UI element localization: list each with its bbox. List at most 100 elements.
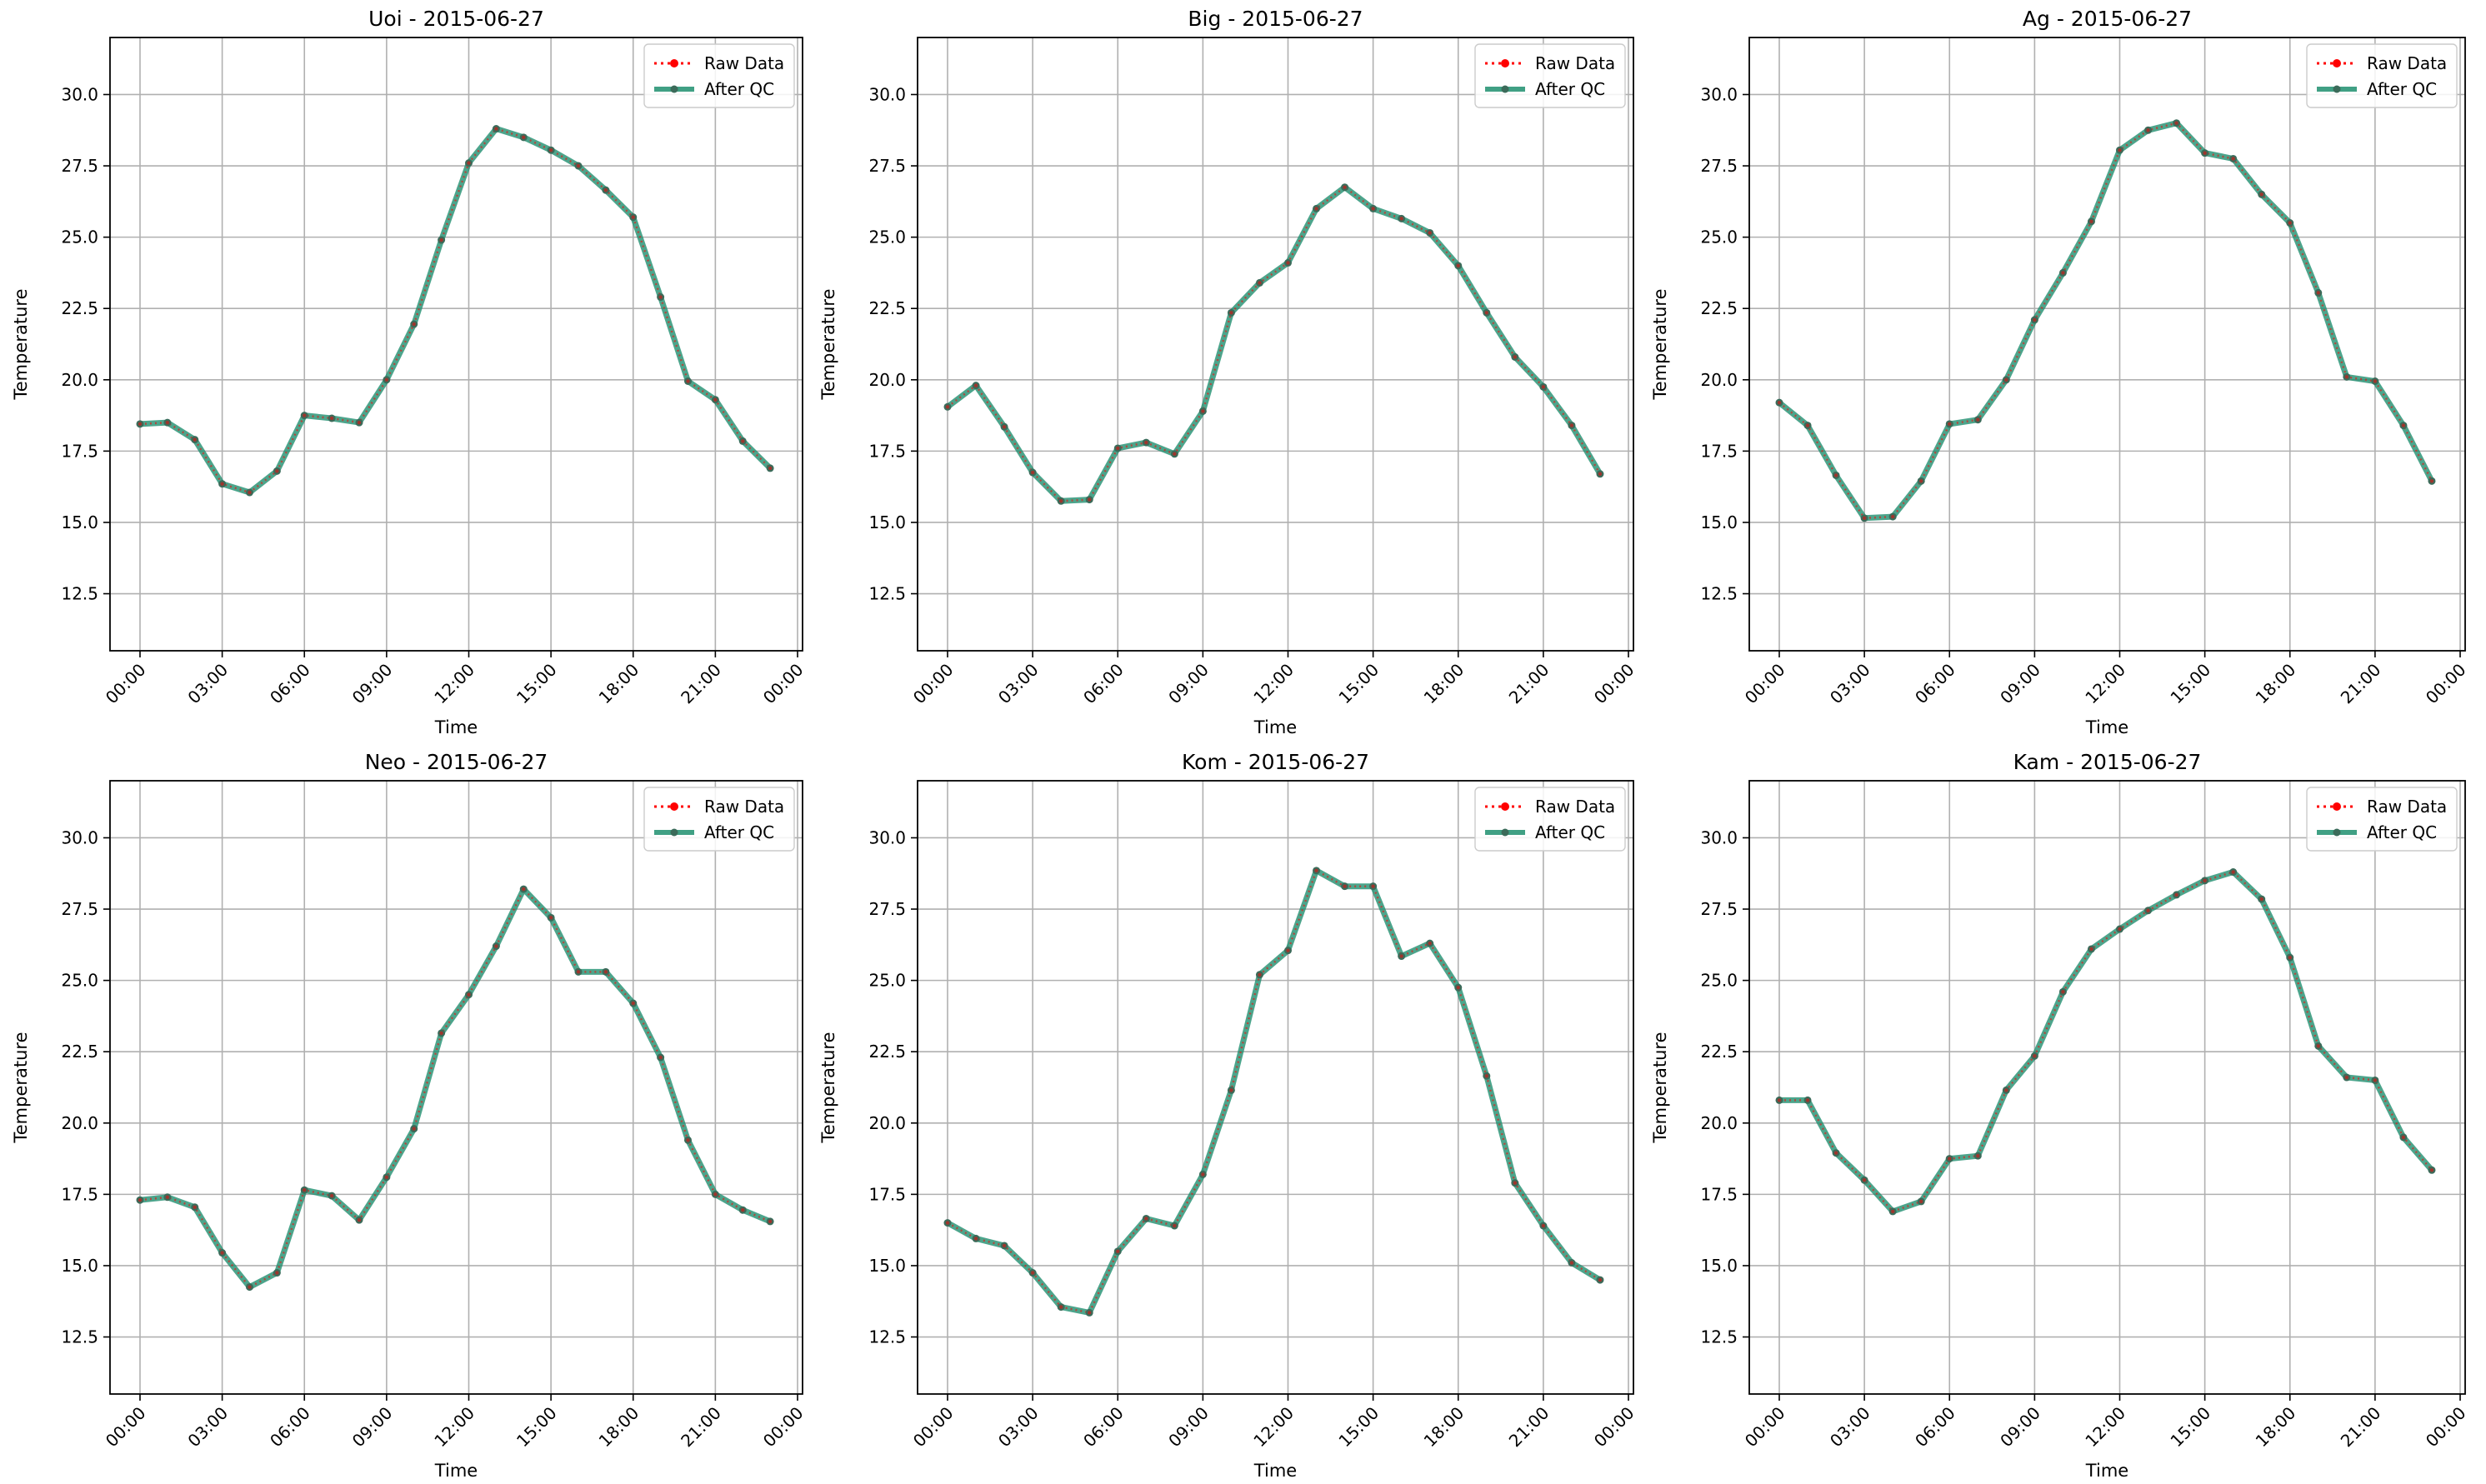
x-tick-label: 18:00 — [595, 1403, 643, 1452]
x-tick-label: 00:00 — [909, 1403, 958, 1452]
x-tick-label: 09:00 — [1996, 660, 2044, 708]
raw-data-point — [2316, 291, 2320, 295]
raw-data-point — [1399, 217, 1403, 221]
subplot-title: Big - 2015-06-27 — [1188, 7, 1363, 31]
raw-data-point — [1919, 479, 1923, 483]
x-tick-label: 00:00 — [1590, 1403, 1638, 1452]
legend-raw-label: Raw Data — [2367, 53, 2447, 73]
raw-data-point — [631, 215, 635, 219]
raw-data-point — [1541, 385, 1546, 389]
plot-frame — [1748, 37, 2466, 652]
raw-data-point — [2344, 375, 2349, 379]
x-tick-label: 00:00 — [1590, 660, 1638, 708]
series-line-after-qc — [1779, 869, 2434, 1215]
y-tick-label: 25.0 — [61, 227, 98, 247]
raw-data-point — [1805, 423, 1810, 427]
x-tick-label: 03:00 — [183, 1403, 232, 1452]
raw-data-point — [2373, 379, 2378, 383]
legend-raw-marker — [670, 59, 678, 67]
raw-data-point — [713, 397, 718, 402]
y-tick-label: 20.0 — [61, 1113, 98, 1133]
subplot-3: 12.5 15.0 17.5 20.0 22.5 25.0 27.5 30.0 00:00 03:… — [1650, 7, 2470, 737]
raw-data-point — [412, 322, 416, 327]
raw-data-point — [1371, 207, 1375, 211]
x-tick-label: 03:00 — [1826, 1403, 1874, 1452]
series-line-raw-data — [139, 127, 771, 494]
raw-data-point — [193, 1205, 197, 1209]
legend-raw-label: Raw Data — [1535, 797, 1615, 817]
legend-qc-label: After QC — [1535, 79, 1605, 99]
legend-raw-marker — [670, 802, 678, 811]
raw-data-point — [1484, 311, 1488, 315]
x-axis-label: Time — [434, 717, 478, 737]
x-tick-label: 09:00 — [1164, 1403, 1213, 1452]
x-tick-label: 15:00 — [2166, 660, 2214, 708]
raw-data-point — [2344, 1075, 2349, 1080]
raw-data-point — [193, 437, 197, 442]
raw-data-point — [1833, 473, 1838, 477]
raw-data-point — [1314, 868, 1318, 873]
y-tick-label: 27.5 — [61, 899, 98, 919]
y-tick-label: 30.0 — [1700, 827, 1738, 847]
raw-data-point — [1513, 355, 1518, 359]
raw-data-point — [2033, 1054, 2037, 1058]
raw-data-point — [1598, 472, 1603, 476]
x-tick-label: 15:00 — [1334, 660, 1383, 708]
series-line-after-qc — [945, 184, 1603, 504]
x-tick-label: 21:00 — [1505, 660, 1553, 708]
x-tick-label: 12:00 — [430, 1403, 478, 1452]
raw-data-point — [576, 970, 581, 974]
x-tick-label: 15:00 — [513, 1403, 561, 1452]
y-tick-label: 15.0 — [61, 1256, 98, 1276]
raw-data-point — [1116, 446, 1120, 451]
x-tick-label: 21:00 — [677, 1403, 725, 1452]
raw-data-point — [1030, 470, 1035, 475]
plot-area — [1749, 37, 2465, 651]
raw-data-point — [768, 1219, 773, 1224]
raw-data-point — [945, 1221, 950, 1225]
raw-data-point — [2061, 990, 2065, 994]
y-tick-label: 15.0 — [868, 1256, 906, 1276]
raw-data-point — [439, 1031, 443, 1036]
raw-data-point — [1002, 425, 1007, 429]
raw-data-point — [2089, 947, 2093, 952]
legend-raw-label: Raw Data — [2367, 797, 2447, 817]
y-tick-label: 30.0 — [868, 84, 906, 104]
y-tick-label: 17.5 — [868, 441, 906, 461]
raw-data-point — [2231, 157, 2235, 161]
raw-data-point — [631, 1001, 635, 1006]
x-tick-label: 00:00 — [1741, 1403, 1789, 1452]
raw-data-point — [1229, 1088, 1233, 1092]
y-tick-label: 12.5 — [61, 1327, 98, 1347]
y-axis-label: Temperature — [11, 288, 31, 400]
raw-data-point — [1343, 185, 1347, 189]
x-tick-label: 00:00 — [102, 1403, 150, 1452]
raw-data-point — [1371, 884, 1375, 888]
y-tick-label: 17.5 — [61, 1184, 98, 1204]
raw-data-point — [412, 1127, 416, 1131]
legend: Raw Data After QC — [643, 787, 795, 852]
x-tick-label: 06:00 — [1079, 1403, 1128, 1452]
raw-data-point — [303, 1188, 307, 1192]
raw-data-point — [275, 1271, 279, 1275]
x-tick-label: 12:00 — [1249, 660, 1298, 708]
x-tick-label: 15:00 — [1334, 1403, 1383, 1452]
raw-data-point — [1116, 1249, 1120, 1254]
y-axis-label: Temperature — [1650, 288, 1670, 400]
y-tick-label: 30.0 — [61, 84, 98, 104]
x-tick-label: 00:00 — [909, 660, 958, 708]
x-tick-label: 03:00 — [1826, 660, 1874, 708]
x-tick-label: 09:00 — [1164, 660, 1213, 708]
raw-data-point — [439, 237, 443, 242]
raw-data-point — [2373, 1078, 2378, 1082]
raw-data-point — [1890, 1209, 1895, 1214]
x-tick-label: 21:00 — [2337, 660, 2385, 708]
y-tick-label: 12.5 — [61, 584, 98, 604]
x-tick-label: 12:00 — [2081, 1403, 2129, 1452]
series-line-raw-data — [139, 887, 771, 1289]
legend: Raw Data After QC — [1474, 787, 1626, 852]
raw-data-point — [384, 1175, 389, 1180]
raw-data-point — [1456, 263, 1460, 268]
legend-qc-marker — [1501, 828, 1509, 837]
raw-data-point — [2429, 479, 2434, 483]
